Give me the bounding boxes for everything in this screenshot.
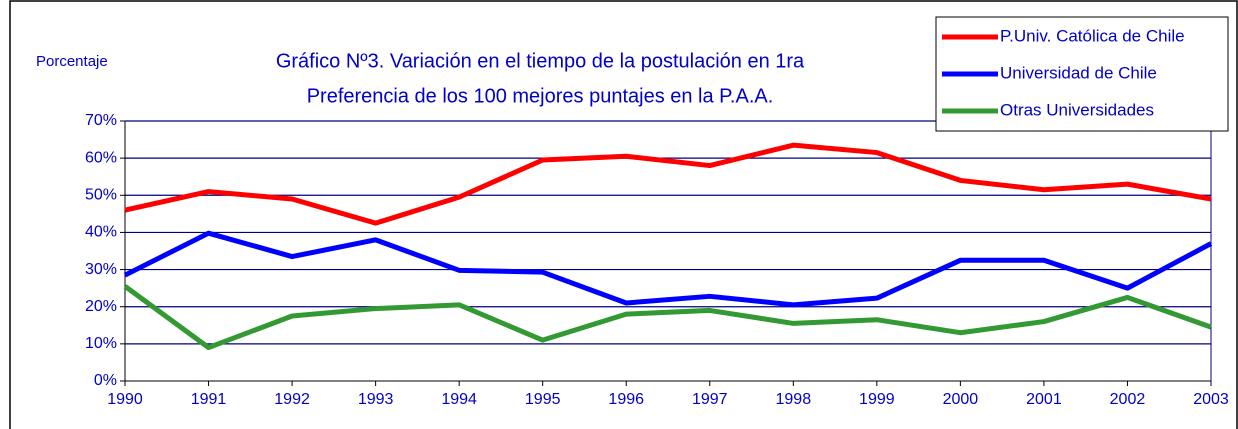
y-tick-label: 50% bbox=[85, 187, 117, 204]
x-tick-label: 1992 bbox=[274, 391, 310, 408]
x-tick-label: 2002 bbox=[1110, 391, 1146, 408]
y-tick-label: 20% bbox=[85, 298, 117, 315]
y-tick-label: 40% bbox=[85, 224, 117, 241]
x-tick-label: 1997 bbox=[692, 391, 728, 408]
chart-frame bbox=[9, 0, 1238, 429]
x-tick-label: 1995 bbox=[525, 391, 561, 408]
series-line bbox=[123, 230, 1213, 308]
y-tick-label: 0% bbox=[94, 372, 117, 389]
legend-label: P.Univ. Católica de Chile bbox=[1000, 26, 1185, 45]
series-line bbox=[124, 142, 1212, 226]
x-tick-label: 2001 bbox=[1026, 391, 1062, 408]
legend-label: Universidad de Chile bbox=[1000, 63, 1157, 82]
x-tick-label: 1993 bbox=[358, 391, 394, 408]
x-tick-label: 1990 bbox=[107, 391, 143, 408]
chart-title: Gráfico Nº3. Variación en el tiempo de l… bbox=[276, 50, 805, 72]
y-tick-label: 30% bbox=[85, 261, 117, 278]
y-tick-label: 60% bbox=[85, 149, 117, 166]
x-tick-label: 1994 bbox=[441, 391, 477, 408]
y-tick-label: 10% bbox=[85, 335, 117, 352]
y-tick-label: 70% bbox=[85, 112, 117, 129]
x-tick-label: 1991 bbox=[191, 391, 227, 408]
legend-label: Otras Universidades bbox=[1000, 100, 1154, 119]
x-tick-label: 2003 bbox=[1193, 391, 1229, 408]
x-tick-label: 1998 bbox=[776, 391, 812, 408]
series-line bbox=[123, 284, 1212, 351]
x-tick-label: 1999 bbox=[859, 391, 895, 408]
chart-title: Preferencia de los 100 mejores puntajes … bbox=[307, 85, 774, 107]
x-tick-label: 1996 bbox=[608, 391, 644, 408]
x-tick-label: 2000 bbox=[943, 391, 979, 408]
y-axis-label: Porcentaje bbox=[36, 53, 108, 70]
